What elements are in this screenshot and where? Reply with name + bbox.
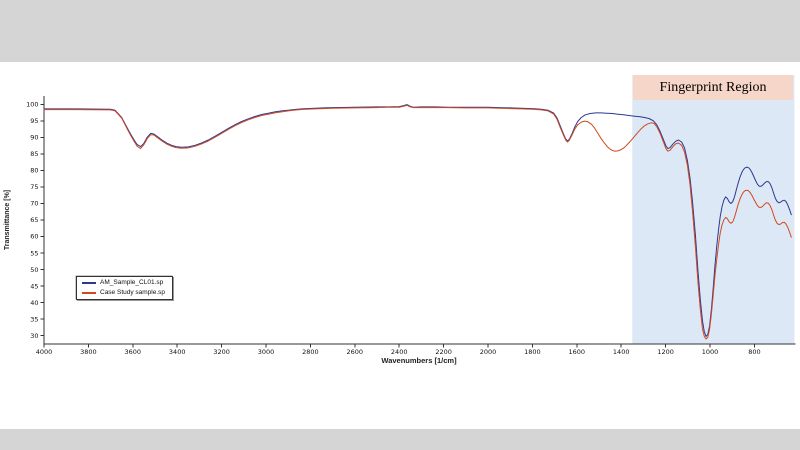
y-tick-label: 55 (30, 249, 38, 257)
x-tick-label: 3000 (258, 348, 275, 356)
y-tick-label: 45 (30, 282, 38, 290)
spectrum-line-0 (43, 104, 792, 337)
x-tick-label: 1400 (613, 348, 630, 356)
y-tick-label: 40 (30, 299, 38, 307)
y-axis-title: Transmittance [%] (4, 189, 11, 251)
x-tick-label: 800 (748, 348, 760, 356)
y-tick-label: 85 (30, 150, 38, 158)
y-tick-label: 90 (30, 134, 38, 142)
fingerprint-region-label: Fingerprint Region (633, 75, 793, 100)
x-tick-label: 2600 (347, 348, 364, 356)
y-tick-label: 50 (30, 266, 38, 274)
legend-label: AM_Sample_CL01.sp (100, 279, 164, 286)
y-tick-label: 35 (30, 315, 38, 323)
y-tick-label: 75 (30, 183, 38, 191)
y-tick-label: 80 (30, 167, 38, 175)
x-tick-label: 3400 (169, 348, 186, 356)
legend-line-swatch-blue (82, 282, 96, 285)
x-tick-label: 1800 (524, 348, 541, 356)
legend-item: AM_Sample_CL01.sp (82, 279, 165, 287)
legend-item: Case Study sample.sp (82, 288, 166, 297)
x-axis-ticks: 4000 3800 3600 3400 3200 3000 2800 2600 2400 2200… (36, 344, 761, 356)
x-tick-label: 2800 (302, 348, 319, 356)
y-axis-ticks: 100 95 90 85 80 75 70 65 60 55 50 45 40 35 30 (26, 101, 44, 340)
x-tick-label: 2200 (435, 348, 452, 356)
y-tick-label: 65 (30, 216, 38, 224)
x-tick-label: 3600 (125, 348, 142, 356)
x-axis-title: Wavenumbers [1/cm] (381, 356, 457, 365)
y-tick-label: 70 (30, 200, 38, 208)
top-letterbox-bar (0, 0, 800, 62)
legend[interactable]: AM_Sample_CL01.sp Case Study sample.sp (76, 276, 174, 300)
x-tick-label: 3200 (213, 348, 230, 356)
y-tick-label: 100 (26, 101, 38, 109)
legend-line-swatch-red (82, 291, 96, 294)
x-tick-label: 2000 (480, 348, 497, 356)
legend-label: Case Study sample.sp (100, 288, 166, 296)
y-tick-label: 30 (30, 332, 38, 340)
spectrum-line-1 (43, 104, 792, 340)
x-tick-label: 3800 (80, 348, 97, 356)
x-tick-label: 1600 (569, 348, 586, 356)
x-tick-label: 1000 (702, 348, 719, 356)
x-tick-label: 2400 (391, 348, 408, 356)
y-tick-label: 60 (30, 233, 38, 241)
bottom-letterbox-bar (0, 429, 800, 450)
x-tick-label: 4000 (36, 348, 53, 356)
fingerprint-region-shade (632, 75, 795, 344)
x-tick-label: 1200 (657, 348, 674, 356)
y-tick-label: 95 (30, 117, 38, 125)
